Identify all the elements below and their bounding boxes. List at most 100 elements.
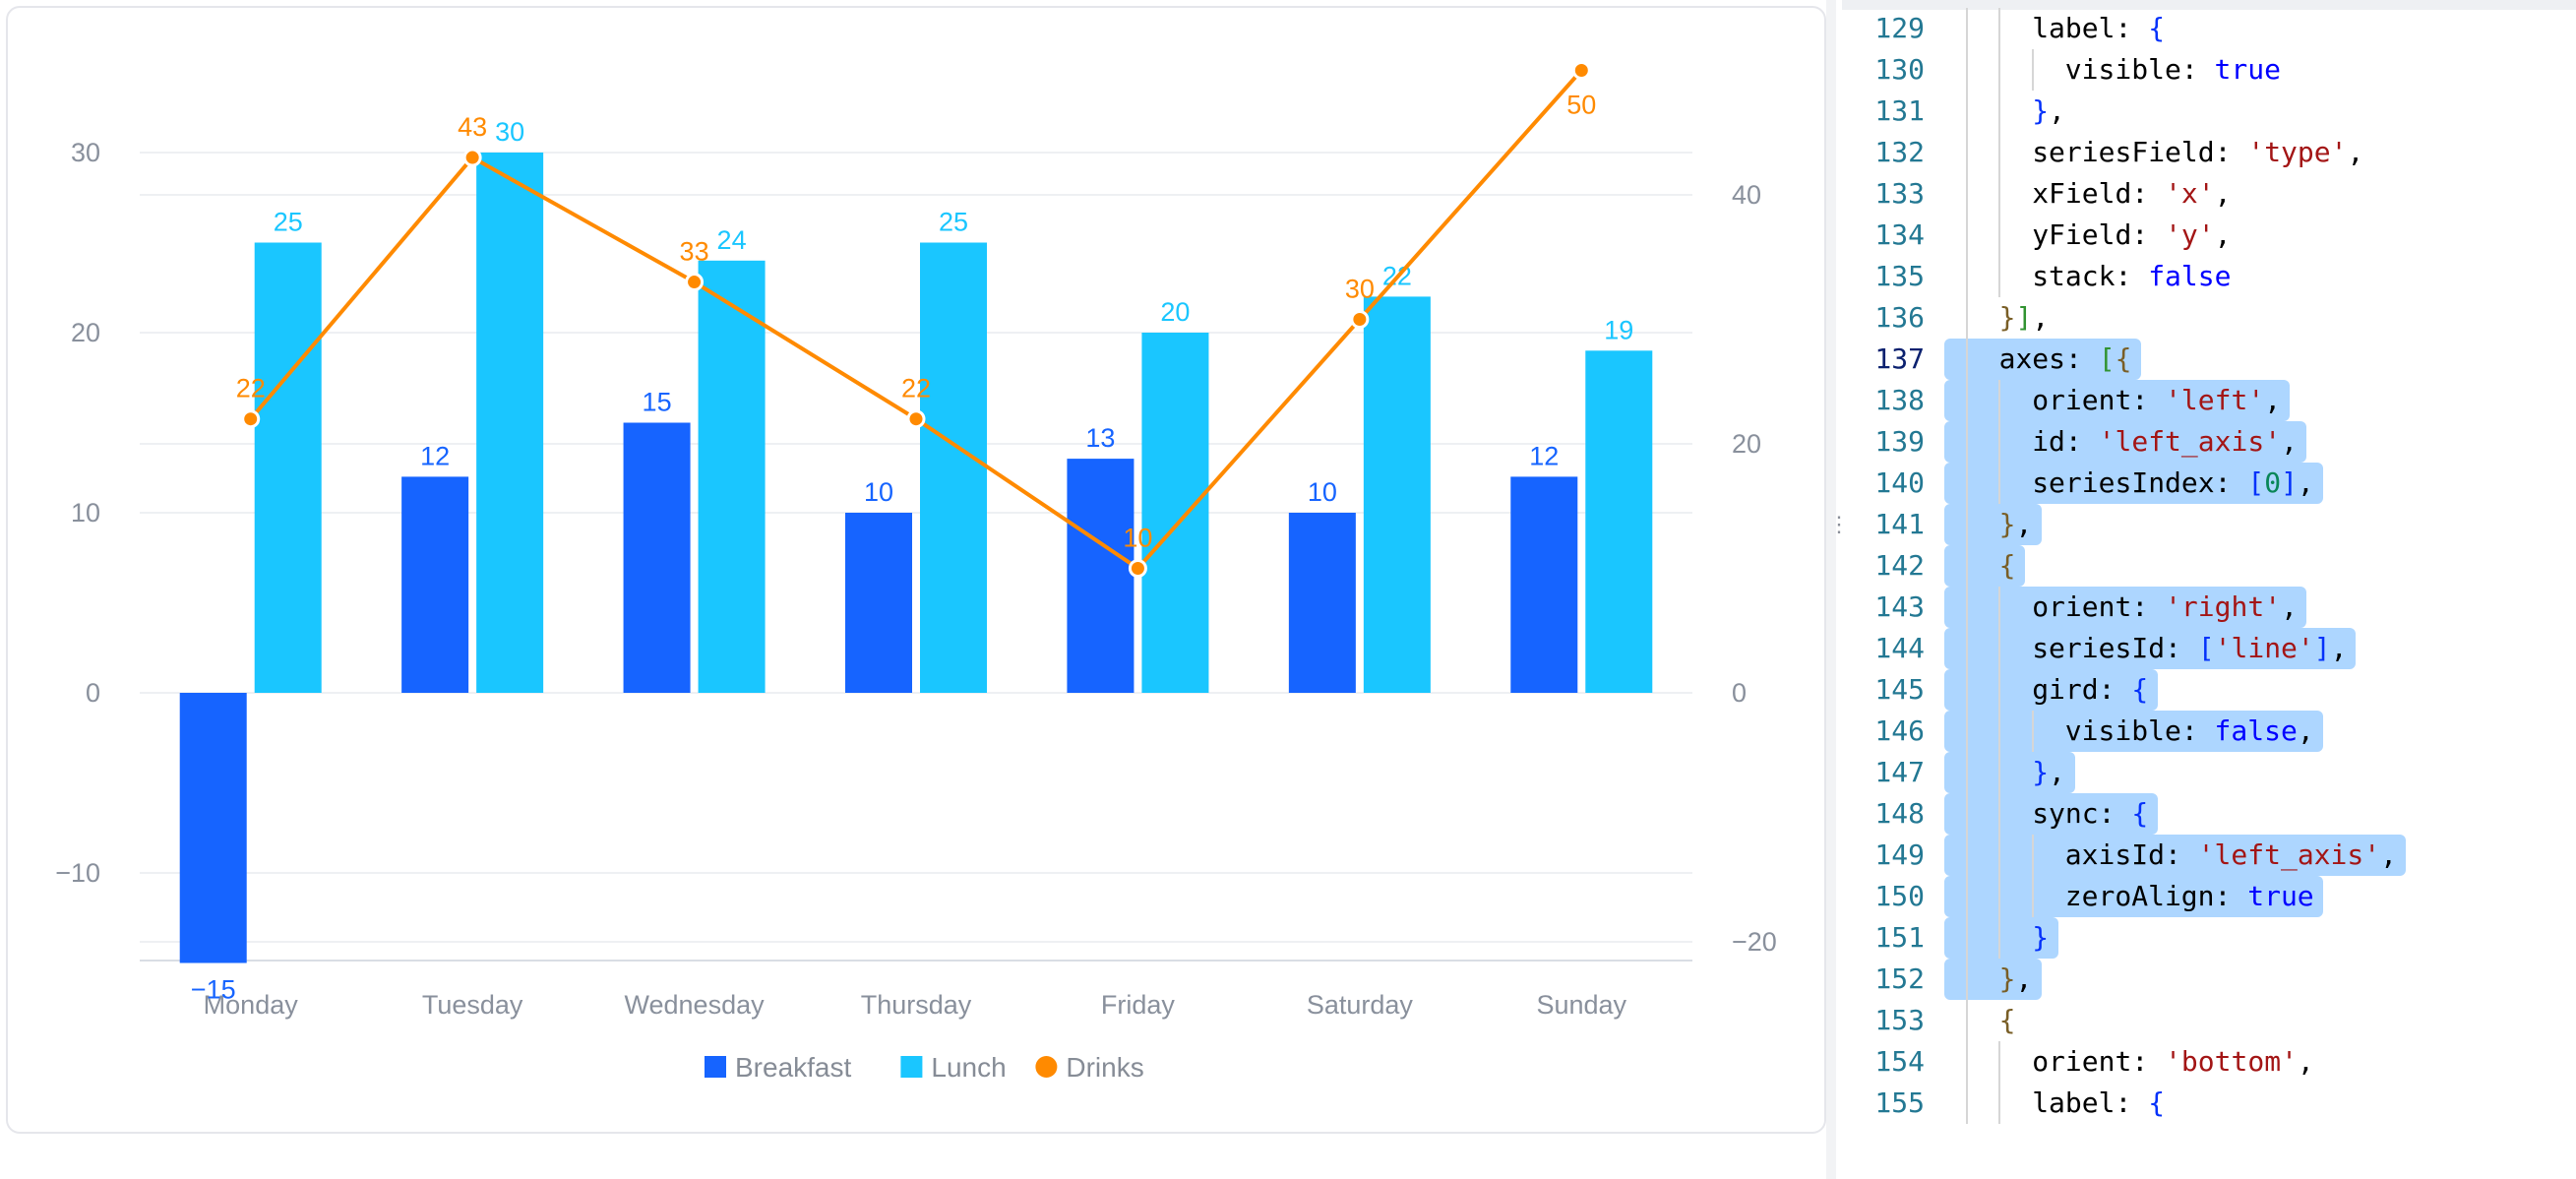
right-axis-tick: −20 bbox=[1732, 927, 1777, 957]
bar-label-lunch: 25 bbox=[939, 208, 968, 237]
code-line[interactable]: 133 xField: 'x', bbox=[1842, 173, 2576, 215]
code-editor[interactable]: 129 label: {130 visible: true 131}, 132 serie… bbox=[1842, 0, 2576, 1179]
code-line[interactable]: 129 label: { bbox=[1842, 8, 2576, 49]
code-line[interactable]: 131}, bbox=[1842, 91, 2576, 132]
bar-label-breakfast: 10 bbox=[864, 477, 893, 507]
point-drinks bbox=[1571, 61, 1591, 80]
code-line[interactable]: 140 seriesIndex: [0], bbox=[1842, 463, 2576, 504]
code-token: 'right' bbox=[2165, 590, 2282, 623]
code-token: : bbox=[2131, 218, 2166, 251]
code-token: { bbox=[2131, 673, 2149, 706]
code-token: : bbox=[2165, 632, 2198, 664]
code-line[interactable]: 149 axisId: 'left_axis', bbox=[1842, 835, 2576, 876]
bar-lunch bbox=[1585, 350, 1653, 693]
point-label-drinks: 10 bbox=[1123, 524, 1152, 553]
code-line[interactable]: 145 gird: { bbox=[1842, 669, 2576, 711]
code-token: 'type' bbox=[2247, 136, 2348, 168]
indent-guide bbox=[1998, 463, 2001, 504]
line-number: 141 bbox=[1874, 508, 1925, 540]
code-token: , bbox=[2330, 632, 2348, 664]
code-token: 'left_axis' bbox=[2197, 838, 2381, 871]
point-drinks bbox=[685, 273, 705, 292]
code-line[interactable]: 136}], bbox=[1842, 297, 2576, 339]
code-text: axisId: 'left_axis', bbox=[2065, 838, 2397, 871]
code-line[interactable]: 150 zeroAlign: true bbox=[1842, 876, 2576, 917]
code-text: gird: { bbox=[2032, 673, 2148, 706]
code-line[interactable]: 155 label: { bbox=[1842, 1083, 2576, 1124]
legend-item-lunch: Lunch bbox=[931, 1052, 1006, 1083]
indent-guide bbox=[1998, 628, 2001, 669]
indent-guide bbox=[1965, 917, 1968, 959]
code-token: true bbox=[2247, 880, 2314, 912]
code-line[interactable]: 137 axes: [{ bbox=[1842, 339, 2576, 380]
code-token: } bbox=[2032, 756, 2050, 788]
code-line[interactable]: 152}, bbox=[1842, 959, 2576, 1000]
indent-guide bbox=[1965, 8, 1968, 49]
code-line[interactable]: 139 id: 'left_axis', bbox=[1842, 421, 2576, 463]
code-token: visible bbox=[2064, 714, 2181, 747]
code-token: gird bbox=[2032, 673, 2099, 706]
right-axis-tick: 0 bbox=[1732, 678, 1747, 708]
x-axis-tick: Thursday bbox=[861, 990, 972, 1020]
code-line[interactable]: 143 orient: 'right', bbox=[1842, 587, 2576, 628]
indent-guide bbox=[1998, 835, 2001, 876]
code-line[interactable]: 148 sync: { bbox=[1842, 793, 2576, 835]
code-line[interactable]: 138 orient: 'left', bbox=[1842, 380, 2576, 421]
x-axis-tick: Wednesday bbox=[625, 990, 766, 1020]
code-token: xField bbox=[2032, 177, 2132, 210]
code-token: : bbox=[2115, 260, 2149, 292]
code-text: visible: true bbox=[2065, 53, 2281, 86]
code-line[interactable]: 144 seriesId: ['line'], bbox=[1842, 628, 2576, 669]
code-token: false bbox=[2148, 260, 2232, 292]
point-label-drinks: 43 bbox=[458, 112, 487, 142]
indent-guide bbox=[1998, 49, 2001, 91]
code-line[interactable]: 141}, bbox=[1842, 504, 2576, 545]
indent-guide bbox=[1965, 421, 1968, 463]
code-line[interactable]: 153 { bbox=[1842, 1000, 2576, 1041]
code-text: orient: 'bottom', bbox=[2032, 1045, 2314, 1078]
code-line[interactable]: 135 stack: false bbox=[1842, 256, 2576, 297]
bar-breakfast bbox=[1067, 459, 1135, 693]
code-token: , bbox=[2015, 962, 2033, 995]
code-text: xField: 'x', bbox=[2032, 177, 2231, 210]
code-line[interactable]: 132 seriesField: 'type', bbox=[1842, 132, 2576, 173]
code-token: : bbox=[2180, 714, 2215, 747]
selection-highlight bbox=[1944, 876, 2323, 917]
code-line[interactable]: 154 orient: 'bottom', bbox=[1842, 1041, 2576, 1083]
line-number: 147 bbox=[1874, 756, 1925, 788]
code-token: , bbox=[2214, 218, 2232, 251]
code-line[interactable]: 146 visible: false, bbox=[1842, 711, 2576, 752]
legend-item-drinks: Drinks bbox=[1066, 1052, 1143, 1083]
drag-handle-icon[interactable]: ⋮⋮ bbox=[1828, 515, 1870, 536]
bar-breakfast bbox=[845, 513, 912, 693]
indent-guide bbox=[1998, 876, 2001, 917]
left-axis-tick: 20 bbox=[71, 318, 100, 347]
line-number: 154 bbox=[1874, 1045, 1925, 1078]
selection-highlight bbox=[1944, 711, 2323, 752]
code-token: , bbox=[2049, 94, 2065, 127]
code-line[interactable]: 134 yField: 'y', bbox=[1842, 215, 2576, 256]
code-text: label: { bbox=[2032, 1086, 2165, 1119]
bar-lunch bbox=[1141, 333, 1209, 693]
code-text: }, bbox=[2032, 756, 2065, 788]
x-axis-tick: Tuesday bbox=[422, 990, 523, 1020]
indent-guide bbox=[1965, 297, 1968, 339]
code-token: , bbox=[2032, 301, 2050, 334]
bar-lunch bbox=[254, 242, 322, 693]
selection-highlight bbox=[1944, 504, 2043, 545]
indent-guide bbox=[1998, 917, 2001, 959]
code-token: id bbox=[2032, 425, 2065, 458]
line-number: 133 bbox=[1874, 177, 1925, 210]
split-divider[interactable] bbox=[1826, 0, 1836, 1179]
code-token: } bbox=[2032, 94, 2050, 127]
code-line[interactable]: 142 { bbox=[1842, 545, 2576, 587]
code-token: { bbox=[2148, 12, 2166, 44]
selection-highlight bbox=[1944, 421, 2306, 463]
code-line[interactable]: 151} bbox=[1842, 917, 2576, 959]
code-line[interactable]: 147}, bbox=[1842, 752, 2576, 793]
code-line[interactable]: 130 visible: true bbox=[1842, 49, 2576, 91]
code-text: { bbox=[1999, 549, 2016, 582]
code-token: true bbox=[2214, 53, 2281, 86]
indent-guide bbox=[1965, 380, 1968, 421]
code-text: sync: { bbox=[2032, 797, 2148, 830]
